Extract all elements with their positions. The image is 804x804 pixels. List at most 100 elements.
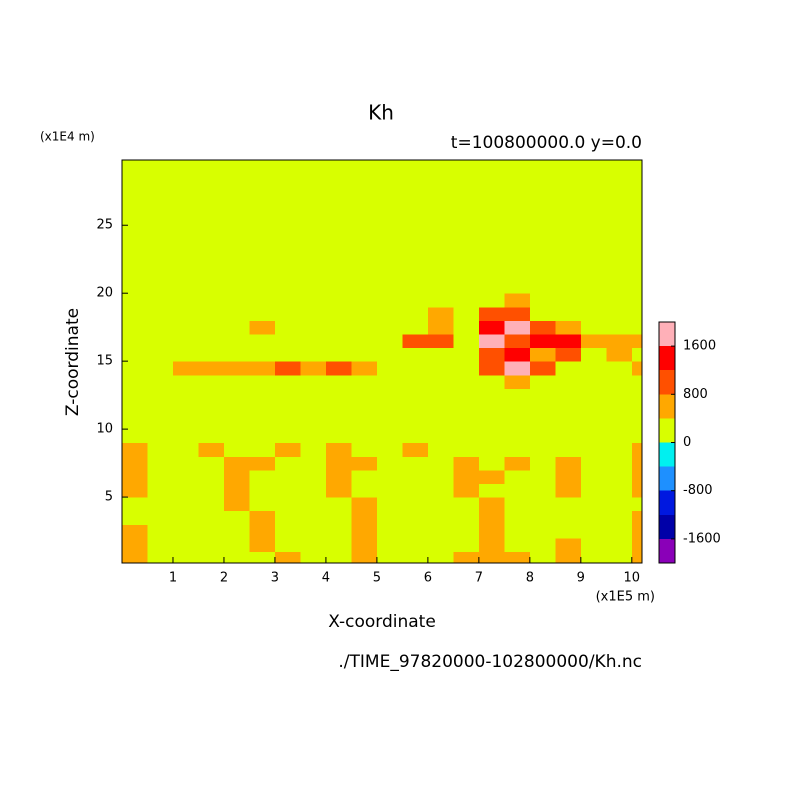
- contour-cell: [504, 388, 531, 403]
- contour-cell: [172, 160, 199, 172]
- contour-cell: [402, 374, 429, 389]
- contour-cell: [453, 211, 480, 226]
- contour-cell: [478, 524, 505, 539]
- contour-cell: [249, 170, 276, 185]
- contour-cell: [504, 537, 531, 552]
- contour-cell: [631, 497, 642, 512]
- contour-cell: [249, 483, 276, 498]
- contour-cell: [122, 401, 148, 417]
- contour-cell: [402, 333, 429, 349]
- contour-cell: [274, 429, 301, 444]
- contour-cell: [147, 184, 174, 199]
- contour-cell: [122, 225, 148, 240]
- contour-cell: [427, 184, 454, 199]
- contour-cell: [122, 497, 148, 512]
- contour-cell: [376, 306, 403, 321]
- contour-cell: [300, 160, 327, 172]
- contour-cell: [376, 442, 403, 457]
- contour-cell: [351, 429, 378, 444]
- contour-cell: [223, 320, 250, 335]
- contour-cell: [580, 333, 607, 349]
- file-path: ./TIME_97820000-102800000/Kh.nc: [338, 652, 642, 672]
- contour-cell: [249, 198, 276, 213]
- contour-cell: [453, 510, 480, 525]
- contour-cell: [402, 429, 429, 444]
- contour-cell: [631, 170, 642, 185]
- contour-cell: [376, 374, 403, 389]
- contour-cell: [580, 293, 607, 308]
- contour-cell: [223, 483, 250, 498]
- contour-cell: [427, 211, 454, 226]
- contour-cell: [427, 320, 454, 335]
- contour-cell: [453, 198, 480, 213]
- contour-cell: [376, 483, 403, 498]
- contour-cell: [402, 361, 429, 376]
- contour-cell: [376, 456, 403, 471]
- contour-cell: [427, 456, 454, 471]
- contour-cell: [478, 551, 505, 563]
- contour-cell: [606, 442, 633, 457]
- contour-cell: [376, 320, 403, 335]
- contour-cell: [427, 279, 454, 294]
- contour-cell: [427, 497, 454, 512]
- contour-cell: [427, 333, 454, 349]
- contour-cell: [147, 160, 174, 172]
- contour-cell: [606, 279, 633, 294]
- contour-cell: [325, 333, 352, 349]
- colorbar-segment: [659, 466, 675, 491]
- contour-cell: [223, 456, 250, 471]
- contour-cell: [453, 184, 480, 199]
- contour-cell: [198, 320, 225, 335]
- contour-cell: [631, 551, 642, 563]
- contour-cell: [504, 279, 531, 294]
- contour-cell: [631, 252, 642, 267]
- colorbar-tick-label: 1600: [683, 339, 716, 354]
- contour-cell: [122, 551, 148, 563]
- contour-cell: [249, 415, 276, 430]
- contour-cell: [300, 279, 327, 294]
- contour-cell: [555, 497, 582, 512]
- contour-cell: [555, 238, 582, 253]
- contour-cell: [122, 388, 148, 403]
- contour-cell: [223, 252, 250, 267]
- contour-cell: [325, 252, 352, 267]
- contour-cell: [555, 293, 582, 308]
- contour-cell: [325, 524, 352, 539]
- contour-cell: [529, 537, 556, 552]
- contour-cell: [580, 160, 607, 172]
- contour-cell: [402, 266, 429, 281]
- contour-cell: [325, 306, 352, 321]
- contour-cell: [249, 361, 276, 376]
- colorbar-tick-label: -1600: [683, 531, 721, 546]
- contour-cell: [427, 347, 454, 362]
- contour-cell: [325, 456, 352, 471]
- contour-cell: [351, 347, 378, 362]
- contour-cell: [122, 306, 148, 321]
- contour-cell: [198, 170, 225, 185]
- contour-cell: [147, 279, 174, 294]
- contour-cell: [198, 456, 225, 471]
- contour-cell: [122, 198, 148, 213]
- contour-cell: [427, 429, 454, 444]
- x-tick-label: 8: [526, 571, 534, 586]
- contour-cell: [376, 388, 403, 403]
- contour-cell: [402, 442, 429, 457]
- contour-cell: [172, 442, 199, 457]
- contour-cell: [249, 401, 276, 417]
- contour-cell: [249, 225, 276, 240]
- contour-cell: [478, 252, 505, 267]
- contour-cell: [606, 456, 633, 471]
- contour-cell: [223, 469, 250, 484]
- contour-cell: [453, 415, 480, 430]
- contour-cell: [427, 198, 454, 213]
- contour-cell: [555, 266, 582, 281]
- contour-cell: [376, 225, 403, 240]
- contour-cell: [351, 211, 378, 226]
- contour-cell: [453, 293, 480, 308]
- contour-cell: [555, 184, 582, 199]
- contour-cell: [529, 160, 556, 172]
- contour-cell: [453, 456, 480, 471]
- contour-cell: [147, 374, 174, 389]
- contour-cell: [300, 293, 327, 308]
- contour-cell: [351, 524, 378, 539]
